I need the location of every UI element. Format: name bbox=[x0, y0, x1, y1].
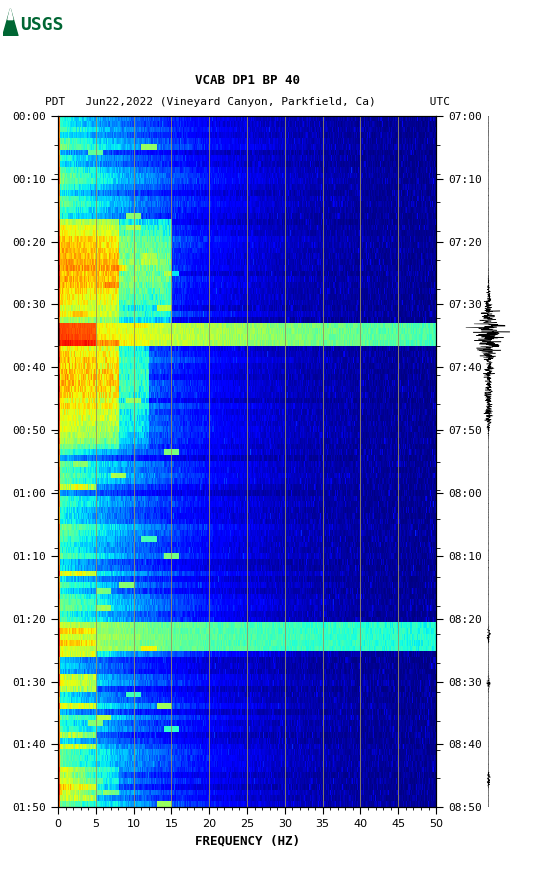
X-axis label: FREQUENCY (HZ): FREQUENCY (HZ) bbox=[194, 835, 300, 847]
Polygon shape bbox=[8, 9, 13, 20]
Polygon shape bbox=[3, 9, 18, 36]
Text: PDT   Jun22,2022 (Vineyard Canyon, Parkfield, Ca)        UTC: PDT Jun22,2022 (Vineyard Canyon, Parkfie… bbox=[45, 97, 449, 107]
Text: USGS: USGS bbox=[20, 15, 64, 34]
Text: VCAB DP1 BP 40: VCAB DP1 BP 40 bbox=[194, 74, 300, 87]
